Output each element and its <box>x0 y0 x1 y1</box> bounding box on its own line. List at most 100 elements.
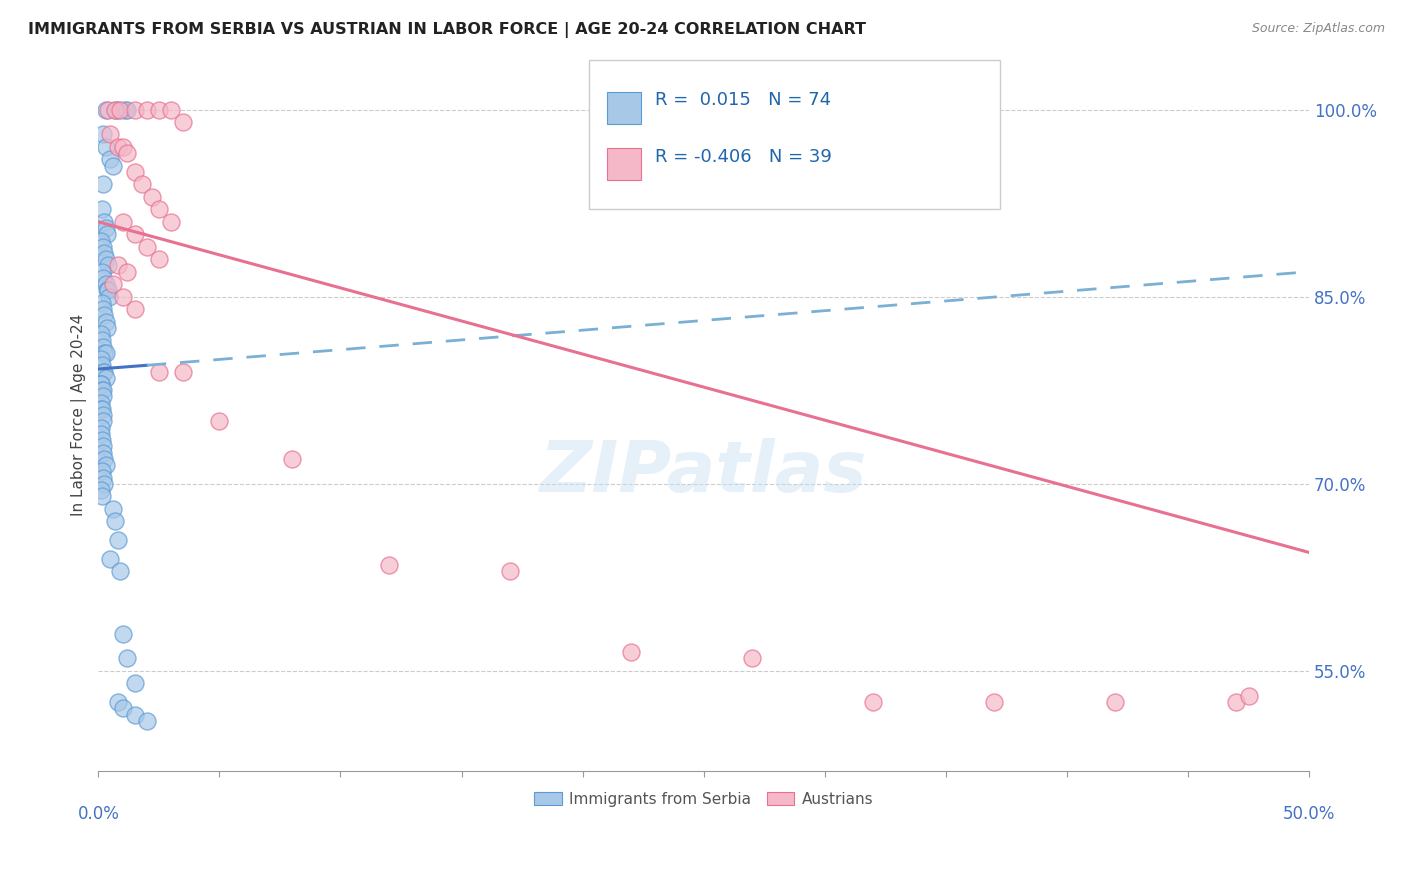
Point <box>378 558 401 572</box>
Point <box>107 695 129 709</box>
Point <box>135 240 157 254</box>
Legend: Immigrants from Serbia, Austrians: Immigrants from Serbia, Austrians <box>529 786 879 813</box>
Point <box>90 420 112 434</box>
Point <box>91 178 114 192</box>
Y-axis label: In Labor Force | Age 20-24: In Labor Force | Age 20-24 <box>72 314 87 516</box>
Point <box>117 651 139 665</box>
Point <box>100 153 122 167</box>
Point <box>91 364 114 378</box>
Point <box>124 165 146 179</box>
Text: Source: ZipAtlas.com: Source: ZipAtlas.com <box>1251 22 1385 36</box>
Point <box>98 290 121 304</box>
Point <box>1104 695 1126 709</box>
Point <box>93 309 115 323</box>
Point <box>124 676 146 690</box>
Point <box>94 103 117 117</box>
Point <box>91 296 114 310</box>
Point <box>104 514 127 528</box>
Point <box>108 103 131 117</box>
Point <box>208 414 231 428</box>
Point <box>983 695 1005 709</box>
Point <box>135 103 157 117</box>
Point <box>148 364 170 378</box>
Point <box>93 451 115 466</box>
Point <box>101 277 124 292</box>
Point <box>94 346 117 360</box>
Point <box>111 290 134 304</box>
Point <box>114 103 136 117</box>
Point <box>107 533 129 547</box>
Point <box>94 221 117 235</box>
Point <box>91 489 114 503</box>
Point <box>91 414 114 428</box>
Point <box>620 645 643 659</box>
Point <box>862 695 884 709</box>
Point <box>172 364 194 378</box>
Point <box>93 346 115 360</box>
Point <box>108 564 131 578</box>
Point <box>94 458 117 472</box>
Point <box>91 383 114 397</box>
Point <box>90 395 112 409</box>
Point <box>90 426 112 441</box>
Point <box>117 265 139 279</box>
Point <box>91 128 114 142</box>
Point <box>148 252 170 267</box>
Text: 0.0%: 0.0% <box>77 805 120 823</box>
Point <box>124 707 146 722</box>
Point <box>96 227 118 242</box>
Point <box>91 470 114 484</box>
Point <box>124 227 146 242</box>
Point <box>93 476 115 491</box>
Point <box>90 352 112 367</box>
Point <box>94 140 117 154</box>
Point <box>91 240 114 254</box>
Point <box>90 483 112 497</box>
Point <box>96 284 118 298</box>
FancyBboxPatch shape <box>589 60 1000 209</box>
Point <box>90 327 112 342</box>
Point <box>281 451 304 466</box>
Point <box>160 215 183 229</box>
Point <box>91 265 114 279</box>
Point <box>111 140 134 154</box>
Point <box>93 246 115 260</box>
Text: 50.0%: 50.0% <box>1282 805 1336 823</box>
Text: R =  0.015   N = 74: R = 0.015 N = 74 <box>655 91 831 109</box>
FancyBboxPatch shape <box>607 92 641 124</box>
Point <box>131 178 153 192</box>
Point <box>90 234 112 248</box>
Point <box>141 190 163 204</box>
Point <box>90 376 112 391</box>
Point <box>97 284 120 298</box>
Point <box>107 140 129 154</box>
Point <box>117 103 139 117</box>
Point <box>91 401 114 416</box>
Point <box>91 271 114 285</box>
Point <box>107 259 129 273</box>
Point <box>91 202 114 217</box>
Point <box>148 202 170 217</box>
Text: ZIPatlas: ZIPatlas <box>540 438 868 507</box>
Point <box>124 302 146 317</box>
Point <box>94 370 117 384</box>
Point <box>94 315 117 329</box>
Point <box>93 215 115 229</box>
Point <box>93 364 115 378</box>
Point <box>90 376 112 391</box>
Point <box>91 334 114 348</box>
Point <box>107 103 129 117</box>
Point <box>91 389 114 403</box>
Point <box>124 103 146 117</box>
Point <box>172 115 194 129</box>
Point <box>97 259 120 273</box>
Point <box>1237 689 1260 703</box>
Text: R = -0.406   N = 39: R = -0.406 N = 39 <box>655 148 832 166</box>
Point <box>104 103 127 117</box>
Point <box>100 551 122 566</box>
Point <box>148 103 170 117</box>
Point <box>100 128 122 142</box>
Point <box>741 651 763 665</box>
Point <box>111 701 134 715</box>
Point <box>160 103 183 117</box>
